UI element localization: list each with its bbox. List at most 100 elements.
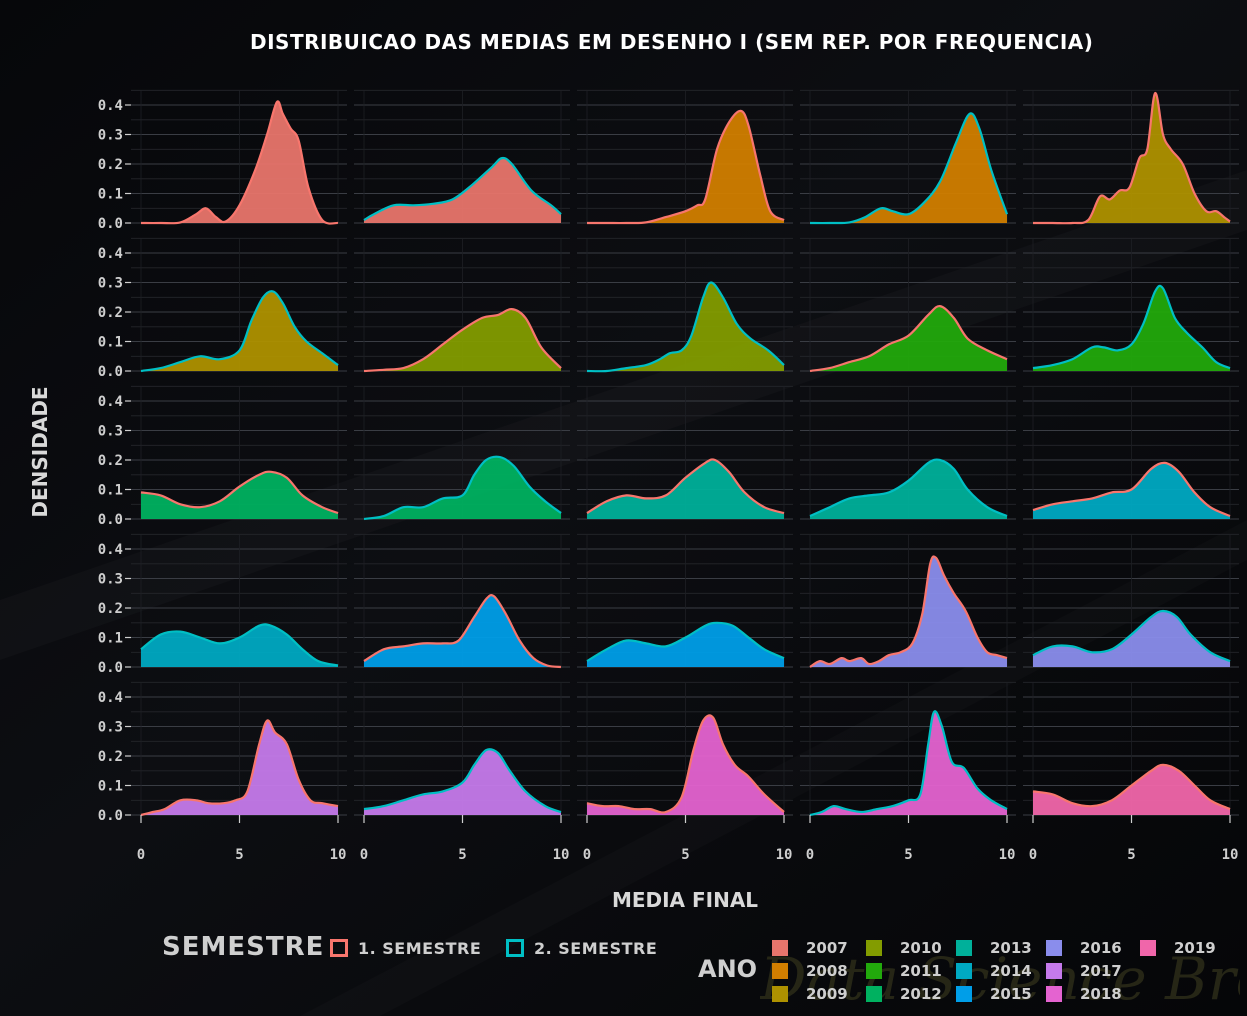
y-tick-label: 0.2 [98, 601, 123, 617]
legend-swatch-2010 [866, 940, 882, 956]
x-tick-label: 5 [458, 847, 466, 863]
density-line-2014-s1 [1032, 461, 1231, 518]
density-line-2015-s1 [363, 594, 562, 669]
legend-swatch-2012 [866, 986, 882, 1002]
legend-ano-item-2008: 2008 [772, 961, 848, 981]
facet-panel: 0 5 10 [1023, 681, 1239, 863]
legend-label-2019: 2019 [1174, 939, 1216, 957]
legend-ano-item-2017: 2017 [1046, 961, 1122, 981]
facet-panel [354, 385, 570, 521]
density-area-2018-s2 [810, 711, 1007, 815]
y-tick-label: 0.3 [98, 424, 123, 440]
facet-panel: 0.0 0.1 0.2 0.3 0.4 [98, 237, 347, 380]
facet-panel: 0.0 0.1 0.2 0.3 0.4 [98, 533, 347, 676]
density-area-2009-s2 [141, 291, 338, 371]
density-line-2017-s2 [363, 748, 562, 814]
facet-panel [577, 533, 793, 668]
density-line-2014-s2 [140, 623, 339, 667]
legend-swatch-2014 [956, 963, 972, 979]
legend-label-2016: 2016 [1080, 939, 1122, 957]
legend-swatch-2017 [1046, 963, 1062, 979]
facet-panel [1023, 385, 1239, 520]
legend-label-2007: 2007 [806, 939, 848, 957]
x-tick-label: 0 [1029, 847, 1037, 863]
facet-panel [800, 385, 1016, 520]
y-tick-label: 0.3 [98, 128, 123, 144]
y-tick-label: 0.2 [98, 305, 123, 321]
facet-panel [800, 89, 1016, 225]
legend-label-2018: 2018 [1080, 985, 1122, 1003]
density-line-2010-s2 [586, 281, 785, 373]
chart-title: DISTRIBUICAO DAS MEDIAS EM DESENHO I (SE… [250, 30, 1094, 54]
density-line-2008-s1 [586, 109, 785, 225]
legend-ano-item-2016: 2016 [1046, 938, 1122, 958]
legend-swatch-2016 [1046, 940, 1062, 956]
legend-ano-item-2010: 2010 [866, 938, 942, 958]
watermark: Data Science Broon [760, 945, 1240, 1013]
y-tick-label: 0.1 [98, 631, 123, 647]
legend-ano-item-2007: 2007 [772, 938, 848, 958]
facet-panel [1023, 89, 1239, 225]
legend-swatch-2019 [1140, 940, 1156, 956]
facet-panel [577, 385, 793, 520]
y-tick-label: 0.1 [98, 187, 123, 203]
density-line-2012-s1 [140, 470, 339, 515]
legend-label-2009: 2009 [806, 985, 848, 1003]
legend-label-2011: 2011 [900, 962, 942, 980]
y-tick-label: 0.2 [98, 453, 123, 469]
facet-panel: 0 5 10 [800, 681, 1016, 863]
facet-panel: 0.0 0.1 0.2 0.3 0.4 0 5 10 [98, 681, 347, 863]
y-tick-label: 0.3 [98, 720, 123, 736]
density-area-2009-s1 [1033, 93, 1230, 224]
density-line-2018-s1 [586, 714, 785, 814]
legend-swatch-semestre-1 [330, 939, 348, 957]
legend-ano-item-2019: 2019 [1140, 938, 1216, 958]
density-line-2016-s2 [1032, 609, 1231, 663]
legend-ano-item-2012: 2012 [866, 984, 942, 1004]
density-area-2012-s2 [364, 456, 561, 519]
density-area-2007-s1 [141, 101, 338, 224]
facet-panel: 0.0 0.1 0.2 0.3 0.4 [98, 89, 347, 232]
facet-panel [354, 89, 570, 224]
y-tick-label: 0.3 [98, 276, 123, 292]
legend-label-2010: 2010 [900, 939, 942, 957]
density-line-2018-s2 [809, 710, 1008, 817]
legend-ano-title: ANO [698, 955, 758, 983]
density-line-2016-s1 [809, 555, 1008, 668]
legend-label-2015: 2015 [990, 985, 1032, 1003]
x-tick-label: 0 [137, 847, 145, 863]
y-tick-label: 0.4 [98, 98, 123, 114]
facet-panel: 0.0 0.1 0.2 0.3 0.4 [98, 385, 347, 528]
facet-panel [1023, 533, 1239, 668]
x-tick-label: 0 [806, 847, 814, 863]
x-tick-label: 5 [681, 847, 689, 863]
density-line-2009-s1 [1032, 92, 1231, 225]
facet-panel: 0 5 10 [354, 681, 570, 863]
y-tick-label: 0.1 [98, 335, 123, 351]
density-area-2010-s2 [587, 282, 784, 372]
x-tick-label: 10 [776, 847, 793, 863]
legend-label-2012: 2012 [900, 985, 942, 1003]
density-line-2015-s2 [586, 621, 785, 663]
x-tick-label: 10 [1222, 847, 1239, 863]
y-tick-label: 0.4 [98, 690, 123, 706]
y-tick-label: 0.1 [98, 483, 123, 499]
density-area-2008-s1 [587, 110, 784, 224]
x-tick-label: 10 [330, 847, 347, 863]
x-tick-label: 0 [360, 847, 368, 863]
density-line-2013-s1 [586, 458, 785, 515]
facet-panel [800, 533, 1016, 668]
density-line-2017-s1 [140, 719, 339, 817]
legend-swatch-2009 [772, 986, 788, 1002]
legend-ano-item-2015: 2015 [956, 984, 1032, 1004]
density-area-2016-s1 [810, 556, 1007, 667]
density-area-2015-s1 [364, 595, 561, 667]
density-line-2007-s1 [140, 100, 339, 225]
density-area-2011-s2 [1033, 285, 1230, 371]
density-line-2011-s2 [1032, 284, 1231, 370]
density-line-2010-s1 [363, 307, 562, 373]
x-tick-label: 5 [235, 847, 243, 863]
facet-panel: 0 5 10 [577, 681, 793, 863]
density-area-2014-s1 [1033, 462, 1230, 519]
x-tick-label: 10 [999, 847, 1016, 863]
